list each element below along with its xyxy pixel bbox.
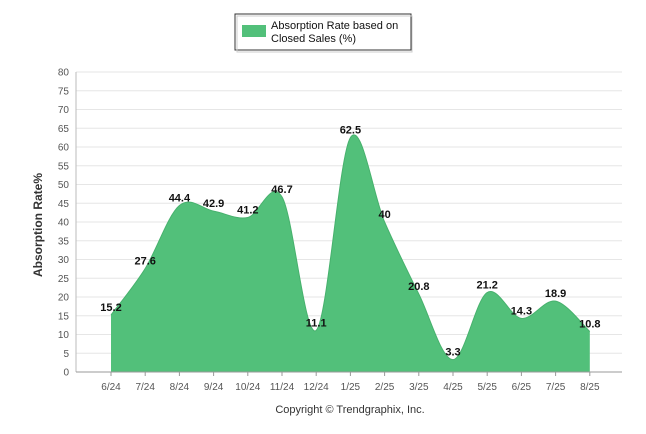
data-label-10: 3.3 (445, 347, 460, 359)
data-label-13: 18.9 (545, 288, 566, 300)
legend: Absorption Rate based on Closed Sales (%… (234, 13, 413, 53)
y-tick-20: 20 (58, 293, 70, 304)
y-tick-35: 35 (58, 236, 70, 247)
y-tick-45: 45 (58, 199, 70, 210)
y-tick-80: 80 (58, 68, 70, 79)
legend-label-line2: Closed Sales (%) (271, 33, 356, 45)
data-label-6: 11.1 (306, 317, 327, 329)
x-tick-label-13: 7/25 (546, 382, 566, 393)
x-tick-label-10: 4/25 (443, 382, 463, 393)
data-label-4: 41.2 (237, 205, 258, 217)
data-label-5: 46.7 (271, 184, 292, 196)
x-tick-label-7: 1/25 (341, 382, 361, 393)
data-label-0: 15.2 (100, 302, 121, 314)
y-tick-15: 15 (58, 311, 70, 322)
legend-swatch (242, 25, 266, 37)
y-tick-25: 25 (58, 274, 70, 285)
x-tick-label-8: 2/25 (375, 382, 395, 393)
y-axis-title: Absorption Rate% (31, 173, 45, 277)
y-tick-5: 5 (63, 349, 69, 360)
legend-shadow (236, 15, 413, 53)
x-tick-label-1: 7/24 (135, 382, 155, 393)
x-tick-label-0: 6/24 (101, 382, 121, 393)
axes (75, 72, 622, 376)
x-tick-label-5: 11/24 (270, 382, 295, 393)
y-tick-60: 60 (58, 143, 70, 154)
area-line (110, 134, 591, 361)
y-tick-55: 55 (58, 161, 70, 172)
copyright-text: Copyright © Trendgraphix, Inc. (275, 404, 424, 416)
x-tick-label-12: 6/25 (512, 382, 532, 393)
x-tick-label-9: 3/25 (409, 382, 429, 393)
x-tick-label-2: 8/24 (170, 382, 190, 393)
data-label-11: 21.2 (476, 280, 497, 292)
y-tick-10: 10 (58, 330, 70, 341)
y-tick-70: 70 (58, 105, 70, 116)
x-tick-label-4: 10/24 (235, 382, 260, 393)
x-tick-label-11: 5/25 (477, 382, 497, 393)
legend-label-line1: Absorption Rate based on (271, 20, 398, 32)
data-label-3: 42.9 (203, 198, 224, 210)
data-label-9: 20.8 (408, 281, 429, 293)
x-tick-label-14: 8/25 (580, 382, 600, 393)
y-tick-65: 65 (58, 124, 70, 135)
y-tick-labels: 0 5 10 15 20 25 30 35 40 45 50 55 60 65 70 75 80 (58, 68, 70, 379)
y-tick-50: 50 (58, 180, 70, 191)
data-labels: 15.2 27.6 44.4 42.9 41.2 46.7 11.1 62.5 40 20.8 3.… (100, 125, 600, 359)
y-tick-75: 75 (58, 86, 70, 97)
area-series (110, 134, 591, 372)
y-tick-40: 40 (58, 218, 70, 229)
data-label-12: 14.3 (511, 305, 532, 317)
y-tick-0: 0 (63, 368, 69, 379)
data-label-14: 10.8 (579, 319, 600, 331)
data-label-8: 40 (378, 209, 390, 221)
data-label-7: 62.5 (340, 125, 361, 137)
area-fill (111, 134, 590, 372)
data-label-1: 27.6 (134, 256, 155, 268)
x-tick-label-6: 12/24 (304, 382, 329, 393)
y-tick-30: 30 (58, 255, 70, 266)
data-label-2: 44.4 (169, 193, 191, 205)
x-tick-labels: 6/24 7/24 8/24 9/24 10/24 11/24 12/24 1/25 2/25 3… (101, 382, 600, 393)
x-tick-label-3: 9/24 (204, 382, 224, 393)
